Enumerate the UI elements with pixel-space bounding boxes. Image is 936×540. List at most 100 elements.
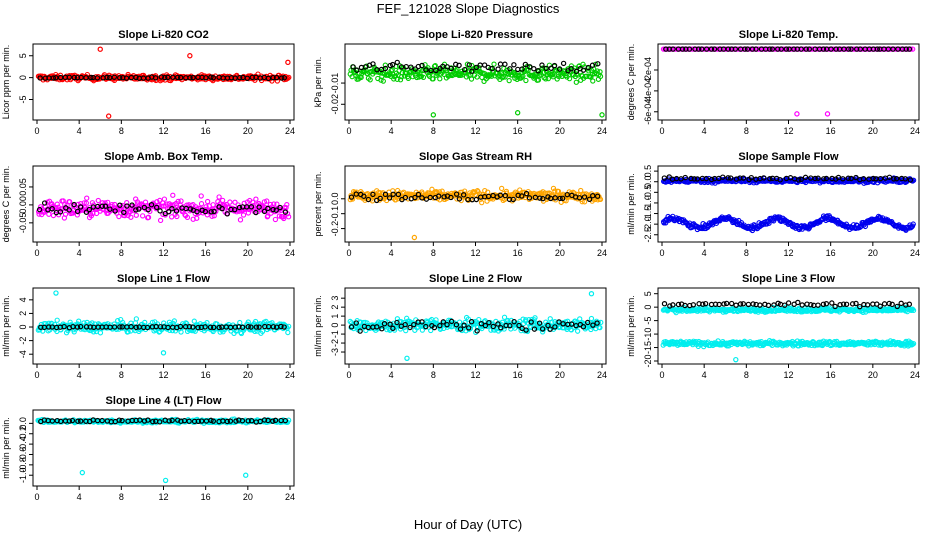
reference-point bbox=[272, 417, 279, 424]
data-point bbox=[532, 315, 538, 321]
reference-point bbox=[466, 62, 472, 68]
reference-point bbox=[273, 74, 280, 81]
reference-point bbox=[519, 66, 525, 72]
data-point bbox=[216, 194, 222, 200]
data-point bbox=[550, 74, 556, 80]
x-tick-label: 20 bbox=[243, 248, 253, 258]
data-point bbox=[95, 197, 101, 204]
reference-point bbox=[906, 46, 913, 52]
y-tick-label: 0 bbox=[330, 323, 340, 328]
reference-point bbox=[456, 196, 463, 202]
reference-point bbox=[94, 75, 101, 81]
x-tick-label: 12 bbox=[783, 126, 793, 136]
reference-point bbox=[87, 324, 93, 330]
x-tick-label: 4 bbox=[77, 370, 82, 380]
reference-point bbox=[412, 194, 418, 201]
reference-point bbox=[145, 417, 151, 423]
data-point bbox=[169, 327, 176, 334]
data-point bbox=[102, 200, 108, 206]
x-tick-label: 4 bbox=[702, 248, 707, 258]
reference-point bbox=[402, 321, 408, 328]
reference-point bbox=[874, 46, 881, 52]
x-tick-label: 24 bbox=[285, 492, 295, 502]
data-point bbox=[463, 328, 469, 334]
reference-point bbox=[703, 46, 710, 52]
x-tick-label: 24 bbox=[285, 370, 295, 380]
data-point bbox=[184, 214, 191, 221]
data-point bbox=[145, 214, 152, 220]
x-tick-label: 24 bbox=[285, 126, 295, 136]
reference-point bbox=[270, 206, 276, 213]
reference-point bbox=[823, 301, 830, 307]
reference-point bbox=[239, 418, 246, 424]
x-tick-label: 4 bbox=[389, 248, 394, 258]
reference-point bbox=[523, 190, 530, 197]
reference-point bbox=[781, 302, 788, 308]
reference-point bbox=[725, 175, 731, 181]
reference-point bbox=[407, 324, 413, 331]
reference-point bbox=[568, 66, 574, 72]
reference-point bbox=[857, 46, 863, 52]
data-point bbox=[864, 46, 871, 52]
y-tick-label: -1.5 bbox=[643, 206, 653, 222]
reference-point bbox=[893, 175, 900, 182]
data-point bbox=[405, 75, 412, 81]
reference-point bbox=[906, 301, 913, 307]
reference-point bbox=[83, 209, 90, 215]
reference-point bbox=[41, 200, 48, 206]
data-point bbox=[564, 194, 571, 201]
data-point bbox=[580, 61, 586, 67]
outlier-point bbox=[97, 46, 103, 52]
y-tick-label: 2 bbox=[330, 305, 340, 310]
data-point bbox=[125, 329, 131, 335]
reference-point bbox=[489, 65, 495, 72]
reference-point bbox=[465, 325, 472, 331]
x-tick-label: 24 bbox=[910, 126, 920, 136]
reference-point bbox=[69, 417, 76, 424]
reference-point bbox=[716, 301, 722, 308]
reference-point bbox=[208, 74, 214, 80]
reference-point bbox=[253, 324, 260, 330]
reference-point bbox=[559, 195, 566, 201]
x-tick-label: 12 bbox=[783, 370, 793, 380]
x-tick-label: 4 bbox=[702, 126, 707, 136]
x-tick-label: 12 bbox=[783, 248, 793, 258]
y-axis-label: degrees C per min. bbox=[1, 166, 11, 243]
data-point bbox=[219, 197, 226, 204]
data-point bbox=[549, 319, 555, 325]
y-tick-label: 0.00 bbox=[18, 196, 28, 214]
reference-point bbox=[141, 204, 148, 211]
y-tick-label: 1 bbox=[330, 314, 340, 319]
reference-point bbox=[382, 191, 389, 198]
data-point bbox=[554, 76, 560, 82]
reference-point bbox=[860, 176, 867, 182]
x-tick-label: 0 bbox=[659, 370, 664, 380]
data-point bbox=[801, 46, 807, 52]
data-point bbox=[597, 324, 603, 331]
data-point bbox=[281, 215, 287, 222]
x-tick-label: 8 bbox=[744, 126, 749, 136]
reference-point bbox=[208, 209, 214, 215]
panel-title: Slope Line 3 Flow bbox=[742, 273, 835, 285]
y-tick-label: -1.0 bbox=[18, 467, 28, 483]
reference-point bbox=[461, 66, 468, 73]
reference-point bbox=[594, 193, 601, 199]
reference-point bbox=[177, 323, 184, 330]
x-tick-label: 12 bbox=[470, 370, 480, 380]
reference-point bbox=[248, 324, 254, 330]
data-point bbox=[253, 196, 259, 202]
reference-point bbox=[540, 195, 546, 202]
reference-point bbox=[765, 302, 772, 309]
data-point bbox=[192, 328, 198, 334]
reference-point bbox=[785, 300, 792, 306]
reference-point bbox=[783, 46, 790, 52]
reference-point bbox=[495, 321, 501, 327]
reference-point bbox=[516, 322, 522, 329]
reference-point bbox=[389, 61, 396, 68]
plot-frame bbox=[344, 43, 607, 121]
reference-point bbox=[750, 301, 756, 307]
reference-point bbox=[187, 206, 194, 212]
reference-point bbox=[515, 66, 521, 73]
data-point bbox=[70, 210, 76, 216]
